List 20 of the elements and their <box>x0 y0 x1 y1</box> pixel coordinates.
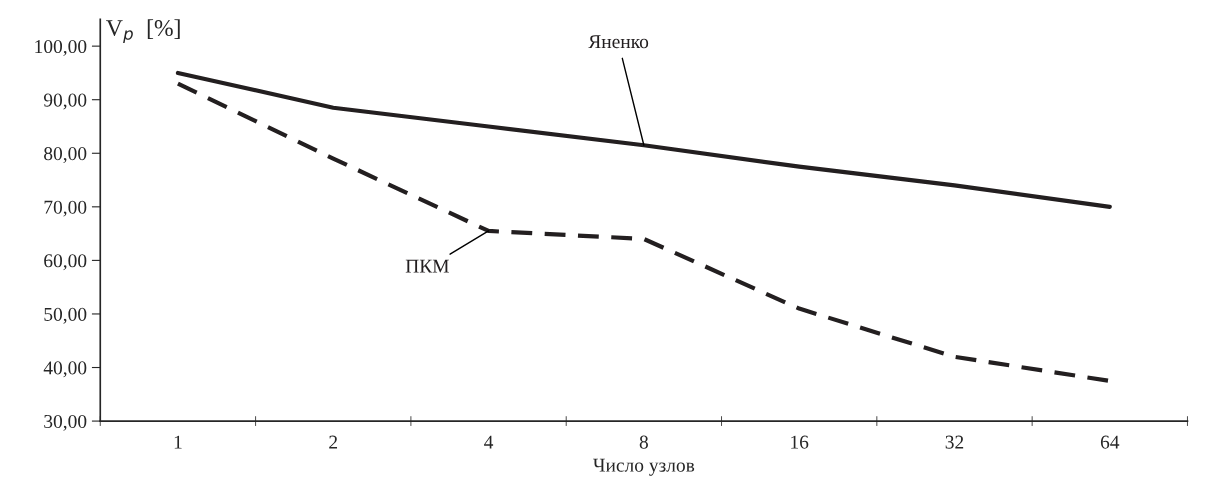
y-tick-label: 60,00 <box>44 254 87 271</box>
line-series <box>175 70 1112 209</box>
x-tick-label: 4 <box>484 435 494 449</box>
y-tick-label: 40,00 <box>43 361 87 378</box>
x-tick-label: 16 <box>791 435 809 449</box>
x-tick-label: 32 <box>945 435 964 449</box>
y-tick-label: 70,00 <box>44 200 87 217</box>
y-tick-label: 30,00 <box>44 414 87 431</box>
y-tick-label: 50,00 <box>44 307 87 324</box>
y-axis-title: V$_{p}$ [%] <box>106 19 180 44</box>
y-tick-label: 90,00 <box>43 93 87 110</box>
text: Яненко <box>588 35 649 49</box>
text: ПКМ <box>405 259 449 273</box>
y-tick-label: 80,00 <box>44 147 87 163</box>
y-tick-label: 100,00 <box>35 39 87 56</box>
x-tick-label: 64 <box>1100 435 1120 449</box>
x-tick-label: 8 <box>639 435 648 449</box>
x-tick-label: 1 <box>174 435 182 449</box>
x-axis-title: Число узлов <box>593 458 695 476</box>
x-tick-label: 2 <box>329 435 338 449</box>
